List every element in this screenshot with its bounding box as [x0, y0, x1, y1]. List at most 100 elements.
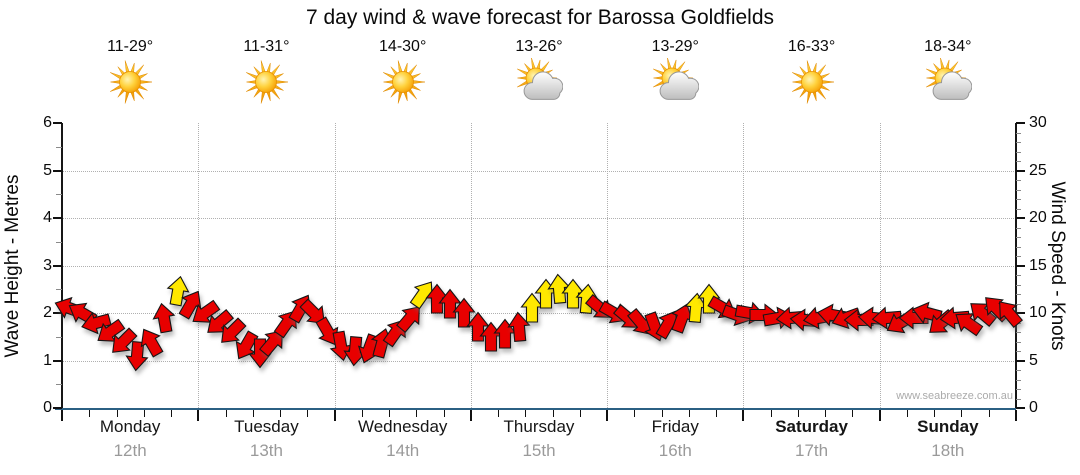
day-date-label: 15th — [522, 441, 556, 460]
h-gridline — [62, 170, 1016, 172]
right-axis-minor-tick — [1016, 189, 1021, 191]
wind-arrow — [259, 329, 284, 357]
wind-arrow — [425, 283, 449, 314]
x-axis-minor-tick — [688, 410, 690, 417]
temperature-range-label: 13-29° — [651, 38, 699, 55]
x-axis-major-tick — [742, 410, 745, 421]
day-forecast-column: 13-29° — [607, 38, 743, 111]
sunny-icon — [379, 58, 427, 111]
temperature-range-label: 11-29° — [107, 38, 154, 55]
left-axis-minor-tick — [56, 336, 62, 338]
temperature-range-label: 18-34° — [924, 38, 972, 55]
sunny-icon — [106, 58, 154, 111]
right-axis-tick-label: 20 — [1029, 209, 1047, 226]
left-axis-major-tick — [53, 407, 62, 409]
left-axis-minor-tick — [56, 241, 62, 243]
left-axis-tick-label: 6 — [43, 114, 52, 131]
right-axis-minor-tick — [1016, 294, 1021, 295]
x-axis-minor-tick — [716, 410, 718, 417]
wind-arrow — [221, 317, 247, 343]
right-axis-minor-tick — [1016, 275, 1021, 276]
right-axis-minor-tick — [1016, 370, 1021, 371]
x-axis-minor-tick — [280, 410, 282, 417]
day-forecast-column: 14-30° — [335, 38, 471, 111]
wind-arrow — [395, 305, 420, 333]
left-axis-tick-label: 1 — [43, 351, 52, 369]
day-forecast-column: 16-33° — [743, 38, 879, 111]
day-date-label: 18th — [931, 441, 965, 460]
wind-arrow — [315, 316, 339, 346]
wind-arrow — [97, 318, 126, 342]
left-axis-major-tick — [53, 169, 62, 172]
x-axis-major-tick — [606, 410, 609, 421]
day-forecast-column: 11-31° — [198, 38, 334, 111]
daily-forecast-row: 11-29° 11-31° 14-30° 13-26° 13-29° 16-33… — [0, 38, 1080, 118]
x-axis-minor-tick — [225, 410, 227, 417]
left-axis-tick-label: 2 — [43, 304, 52, 321]
right-axis-minor-tick — [1016, 284, 1021, 286]
x-axis-minor-tick — [661, 410, 663, 417]
wind-arrow — [684, 292, 708, 324]
partly-cloudy-icon — [924, 57, 973, 111]
right-axis-minor-tick — [1016, 341, 1021, 343]
v-gridline — [879, 123, 881, 408]
right-axis-minor-tick — [1016, 199, 1021, 200]
x-axis-minor-tick — [389, 410, 391, 417]
right-axis-minor-tick — [1016, 351, 1021, 352]
x-axis-major-tick — [333, 410, 336, 421]
right-axis-major-tick — [1016, 359, 1025, 362]
right-axis-tick-label: 25 — [1029, 161, 1047, 179]
wind-arrow — [999, 301, 1024, 329]
right-axis-minor-tick — [1016, 151, 1021, 153]
right-axis-major-tick — [1016, 217, 1025, 219]
wind-arrow — [970, 303, 997, 327]
right-axis-minor-tick — [1016, 303, 1021, 305]
right-axis-minor-tick — [1016, 398, 1021, 400]
v-gridline — [334, 123, 336, 408]
wind-arrow — [939, 306, 970, 330]
right-axis-major-tick — [1016, 312, 1025, 314]
v-gridline — [743, 123, 745, 408]
right-axis-tick-label: 15 — [1029, 256, 1047, 274]
x-axis-minor-tick — [416, 410, 418, 417]
left-axis-major-tick — [53, 217, 62, 219]
left-axis-tick-label: 4 — [43, 209, 52, 226]
day-date-label: 17th — [795, 441, 829, 460]
right-axis-major-tick — [1016, 169, 1025, 172]
x-axis-minor-tick — [634, 410, 636, 417]
right-axis-minor-tick — [1016, 256, 1021, 257]
right-axis-major-tick — [1016, 407, 1025, 409]
x-axis-minor-tick — [852, 410, 854, 417]
x-axis-major-tick — [1015, 410, 1017, 421]
chart-title: 7 day wind & wave forecast for Barossa G… — [305, 6, 775, 29]
wind-arrow — [561, 278, 585, 309]
day-forecast-column: 18-34° — [880, 38, 1016, 111]
right-axis-minor-tick — [1016, 379, 1021, 381]
sunny-icon — [242, 58, 290, 111]
x-axis-minor-tick — [988, 410, 990, 417]
wind-arrow — [871, 306, 902, 330]
wind-arrow — [125, 340, 149, 372]
right-axis-minor-tick — [1016, 161, 1021, 162]
right-axis-minor-tick — [1016, 142, 1021, 143]
right-axis-major-tick — [1016, 122, 1025, 124]
x-axis-minor-tick — [770, 410, 772, 417]
x-axis-minor-tick — [116, 410, 118, 417]
left-axis-major-tick — [53, 264, 62, 267]
right-axis-tick-label: 5 — [1029, 351, 1038, 369]
h-gridline — [62, 218, 1016, 219]
wind-arrow — [166, 275, 190, 307]
x-axis-minor-tick — [825, 410, 827, 417]
day-date-label: 12th — [113, 441, 147, 460]
right-axis-title: Wind Speed - Knots — [1047, 181, 1068, 351]
right-axis-minor-tick — [1016, 246, 1021, 248]
day-name-label: Saturday — [775, 417, 848, 436]
right-axis-minor-tick — [1016, 180, 1021, 181]
wind-arrow — [235, 330, 259, 360]
left-axis-minor-tick — [56, 384, 62, 386]
partly-cloudy-icon — [515, 57, 564, 111]
x-axis-minor-tick — [906, 410, 908, 417]
x-axis-minor-tick — [961, 410, 963, 417]
right-axis-major-tick — [1016, 264, 1025, 267]
